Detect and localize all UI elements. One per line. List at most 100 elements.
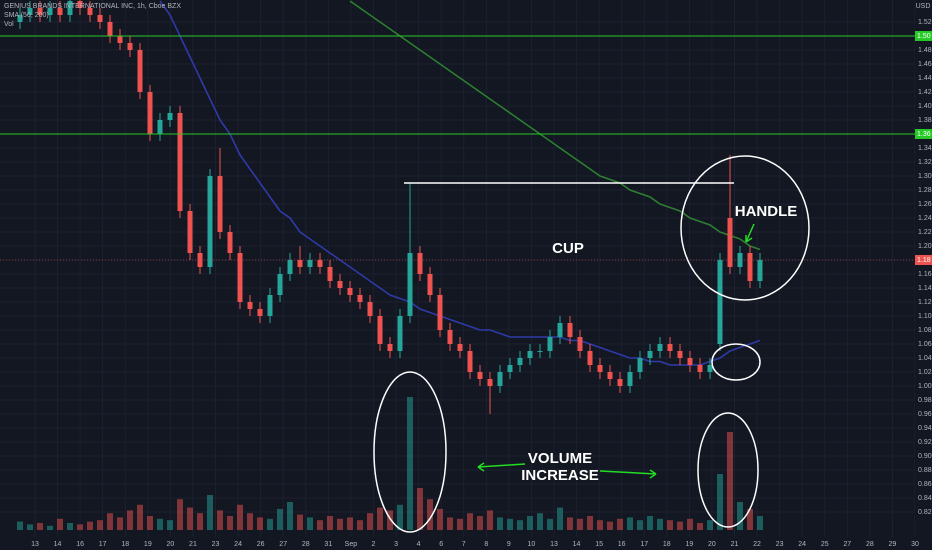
volume-bar	[17, 521, 23, 530]
x-tick-label: 27	[279, 541, 287, 548]
x-tick-label: 14	[573, 541, 581, 548]
volume-bar	[387, 510, 393, 530]
x-tick-label: 14	[54, 541, 62, 548]
y-tick-label: 1.02	[918, 369, 932, 376]
y-tick-label: 1.34	[918, 145, 932, 152]
volume-bar	[577, 518, 583, 530]
x-tick-label: 10	[528, 541, 536, 548]
x-tick-label: 30	[911, 541, 919, 548]
candle-body	[137, 49, 143, 92]
candle-body	[457, 343, 463, 351]
currency-label: USD	[916, 3, 931, 10]
y-tick-label: 1.48	[918, 47, 932, 54]
ma-layer	[159, 0, 761, 366]
candle-body	[497, 372, 503, 387]
volume-bar	[557, 507, 563, 530]
x-tick-label: 27	[843, 541, 851, 548]
candle-body	[157, 119, 163, 134]
annotation: VOLUME	[528, 450, 592, 467]
candle-body	[127, 42, 133, 50]
y-tick-label: 1.20	[918, 243, 932, 250]
candle-body	[97, 14, 103, 22]
candle-body	[417, 252, 423, 274]
volume-bar	[77, 524, 83, 530]
candle-body	[387, 343, 393, 351]
indicator-label: SMA (50, 200)	[4, 12, 49, 19]
candle-body	[177, 112, 183, 211]
volume-bar	[357, 520, 363, 530]
candle-body	[317, 259, 323, 267]
volume-bar	[657, 518, 663, 530]
volume-bar	[317, 520, 323, 530]
volume-bar	[337, 518, 343, 530]
volume-label: Vol	[4, 21, 14, 28]
candle-body	[327, 266, 333, 281]
volume-bar	[517, 520, 523, 530]
candle-body	[667, 343, 673, 351]
volume-bar	[47, 525, 53, 530]
candle-body	[67, 0, 73, 15]
y-tick-label: 1.14	[918, 285, 932, 292]
candle-body	[37, 7, 43, 15]
volume-bar	[137, 504, 143, 530]
candle-body	[217, 175, 223, 232]
candle-body	[647, 350, 653, 358]
volume-bar	[207, 495, 213, 530]
y-tick-label: 1.12	[918, 299, 932, 306]
volume-bar	[307, 517, 313, 530]
y-tick-label: 1.52	[918, 19, 932, 26]
volume-bar	[297, 514, 303, 530]
x-tick-label: 19	[144, 541, 152, 548]
volume-bar	[187, 507, 193, 530]
volume-bar	[327, 516, 333, 530]
ma-circle	[711, 343, 761, 381]
volume-bar	[287, 502, 293, 530]
x-tick-label: 19	[685, 541, 693, 548]
y-tick-label: 1.46	[918, 61, 932, 68]
volume-bar	[247, 513, 253, 530]
candle-body	[537, 350, 543, 352]
candle-body	[467, 350, 473, 373]
volume-bar	[167, 520, 173, 530]
candle-body	[637, 358, 643, 373]
x-tick-label: 29	[889, 541, 897, 548]
candle-body	[237, 252, 243, 302]
x-tick-label: 23	[776, 541, 784, 548]
volume-bar	[97, 520, 103, 530]
x-tick-label: 17	[640, 541, 648, 548]
volume-bar	[177, 499, 183, 530]
candle-body	[737, 252, 743, 267]
y-tick-label: 1.30	[918, 173, 932, 180]
y-tick-label: 1.44	[918, 75, 932, 82]
volume-bar	[667, 520, 673, 530]
volume-bar	[547, 518, 553, 530]
candle-body	[427, 273, 433, 295]
x-tick-label: 25	[821, 541, 829, 548]
x-tick-label: 6	[439, 541, 443, 548]
candle-body	[517, 358, 523, 366]
volume-bar	[427, 499, 433, 530]
x-tick-label: 24	[234, 541, 242, 548]
candle-body	[757, 259, 763, 281]
volume-bar	[377, 507, 383, 530]
y-tick-label: 0.92	[918, 439, 932, 446]
volume-bar	[117, 517, 123, 530]
volume-bar	[477, 516, 483, 530]
handle-circle	[680, 155, 810, 301]
candle-body	[697, 365, 703, 373]
candle-body	[747, 252, 753, 281]
x-tick-label: 17	[99, 541, 107, 548]
y-tick-label: 1.22	[918, 229, 932, 236]
volume-bar	[157, 518, 163, 530]
volume-bar	[127, 510, 133, 530]
candle-body	[117, 35, 123, 43]
x-tick-label: 15	[595, 541, 603, 548]
drawings	[373, 155, 810, 533]
y-tick-label: 1.24	[918, 215, 932, 222]
volume-bar	[217, 510, 223, 530]
annotation: INCREASE	[521, 467, 599, 484]
candle-body	[717, 259, 723, 344]
annotation: CUP	[552, 240, 584, 257]
candle-body	[87, 7, 93, 15]
volume-bar	[87, 521, 93, 530]
